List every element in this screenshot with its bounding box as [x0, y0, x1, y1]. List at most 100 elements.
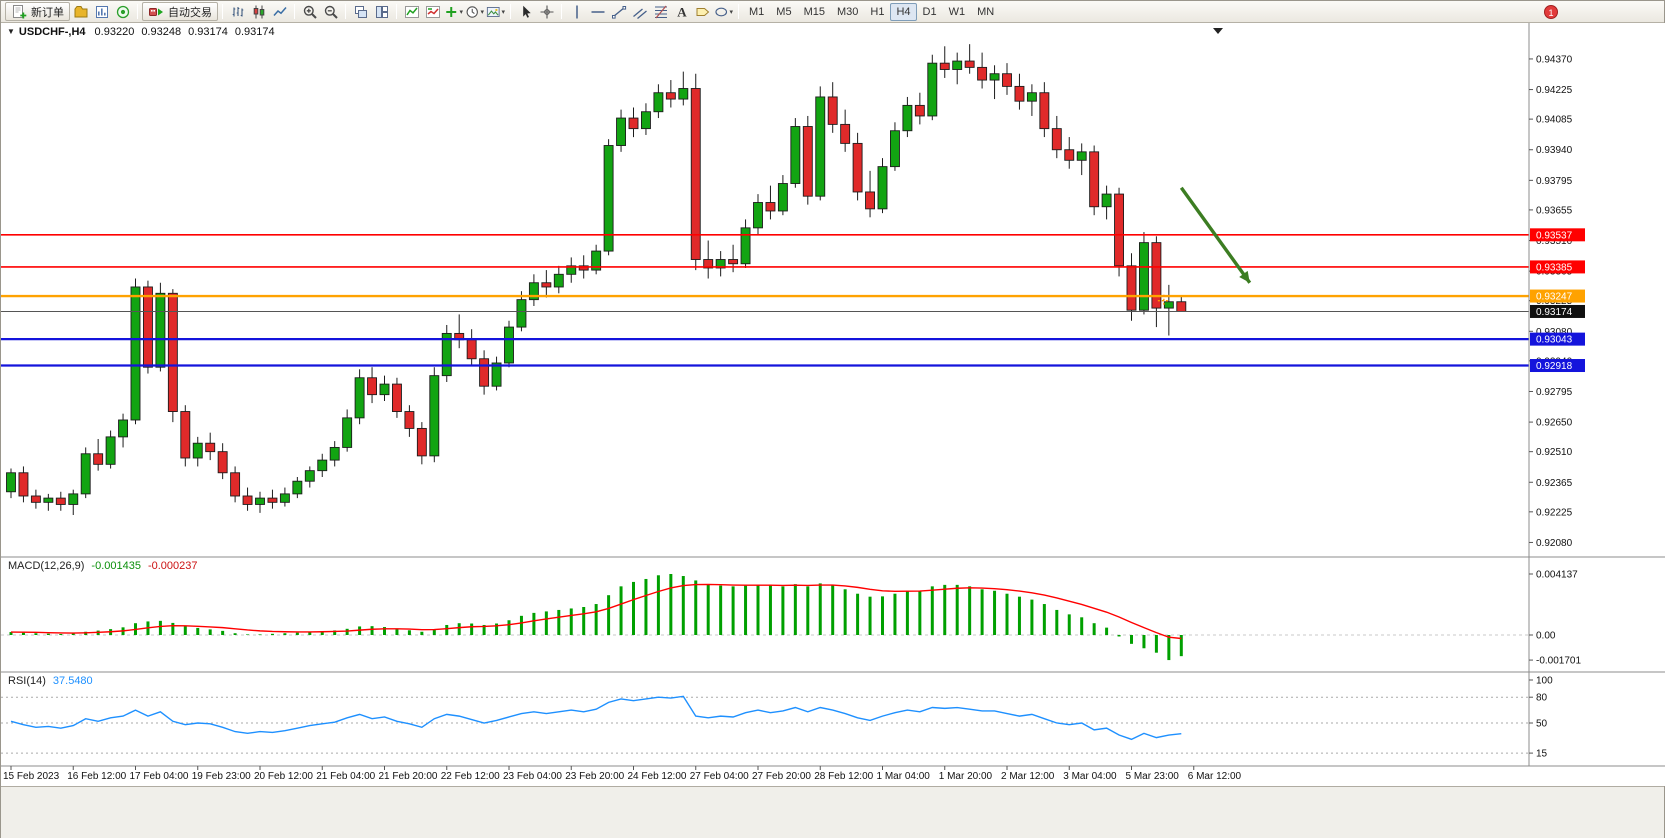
rsi-panel [1, 695, 1529, 754]
svg-text:0.93940: 0.93940 [1536, 145, 1573, 156]
macd-main-value: -0.001435 [91, 560, 141, 572]
quick-trade-arrow-icon[interactable]: ▼ [7, 27, 15, 36]
toolbar-separator [396, 4, 397, 19]
svg-text:27 Feb 20:00: 27 Feb 20:00 [752, 771, 811, 782]
text-tool-button[interactable]: A [671, 2, 692, 21]
svg-text:21 Feb 04:00: 21 Feb 04:00 [316, 771, 375, 782]
timeframe-h1[interactable]: H1 [864, 3, 890, 21]
horizontal-line-icon [591, 10, 604, 13]
autotrading-robot-icon [149, 7, 163, 16]
chart-line-button[interactable] [269, 2, 290, 21]
svg-text:15 Feb 2023: 15 Feb 2023 [3, 771, 60, 782]
chart-bars-button[interactable] [227, 2, 248, 21]
ohlc-low: 0.93174 [188, 26, 228, 38]
macd-name: MACD(12,26,9) [8, 560, 85, 572]
trendline-button[interactable] [608, 2, 629, 21]
indicator-list-button[interactable] [422, 2, 443, 21]
indicators-button[interactable] [401, 2, 422, 21]
vertical-line-button[interactable] [566, 2, 587, 21]
svg-text:0.93510: 0.93510 [1536, 236, 1573, 247]
charts-window-button[interactable] [91, 2, 112, 21]
svg-text:0.93385: 0.93385 [1536, 262, 1573, 273]
svg-text:2 Mar 12:00: 2 Mar 12:00 [1001, 771, 1055, 782]
cascade-windows-icon [354, 5, 367, 18]
tile-windows-button[interactable] [371, 2, 392, 21]
chart-shift-marker[interactable] [1213, 28, 1223, 34]
toolbar: 新订单 自动交易 [1, 1, 1664, 23]
new-order-button[interactable]: 新订单 [5, 2, 70, 21]
window-background [1, 786, 1664, 838]
rsi-name: RSI(14) [8, 675, 46, 687]
channel-icon [632, 8, 647, 19]
timeframe-m30[interactable]: M30 [831, 3, 864, 21]
trend-arrow-head [1239, 270, 1250, 283]
svg-text:16 Feb 12:00: 16 Feb 12:00 [67, 771, 126, 782]
trend-arrow[interactable] [1179, 186, 1252, 284]
svg-text:A: A [677, 4, 687, 19]
notification-badge[interactable]: 1 [1544, 5, 1558, 19]
profiles-button[interactable] [70, 2, 91, 21]
timeframe-mn[interactable]: MN [971, 3, 1000, 21]
svg-text:0.92650: 0.92650 [1536, 418, 1573, 429]
svg-text:24 Feb 12:00: 24 Feb 12:00 [628, 771, 687, 782]
trendline-icon [611, 5, 626, 19]
dropdown-caret-icon: ▾ [459, 8, 463, 16]
tile-windows-icon [375, 5, 388, 18]
timeframe-m1[interactable]: M1 [743, 3, 770, 21]
svg-text:80: 80 [1536, 693, 1548, 704]
chart-canvas[interactable]: 0.94370 0.94225 0.94085 0.93940 0.93795 0.936… [1, 23, 1665, 786]
horizontal-line-button[interactable] [587, 2, 608, 21]
svg-text:0.92918: 0.92918 [1536, 361, 1573, 372]
crosshair-button[interactable] [536, 2, 557, 21]
zoom-out-button[interactable] [320, 2, 341, 21]
autotrading-button[interactable]: 自动交易 [142, 2, 218, 21]
timeframe-d1[interactable]: D1 [917, 3, 943, 21]
svg-text:20 Feb 12:00: 20 Feb 12:00 [254, 771, 313, 782]
price-tags: 0.93537 0.93385 0.93247 0.93043 0.92918 0.931… [1530, 228, 1585, 373]
rsi-value: 37.5480 [52, 675, 93, 687]
templates-button[interactable]: ▾ [485, 2, 506, 21]
channel-button[interactable] [629, 2, 650, 21]
label-tool-button[interactable] [692, 2, 713, 21]
dropdown-caret-icon: ▾ [501, 8, 505, 16]
zoom-in-button[interactable] [299, 2, 320, 21]
svg-text:22 Feb 12:00: 22 Feb 12:00 [441, 771, 500, 782]
svg-text:1 Mar 20:00: 1 Mar 20:00 [939, 771, 993, 782]
macd-panel [1, 573, 1529, 661]
svg-text:3 Mar 04:00: 3 Mar 04:00 [1063, 771, 1117, 782]
svg-text:6 Mar 12:00: 6 Mar 12:00 [1188, 771, 1242, 782]
svg-text:5 Mar 23:00: 5 Mar 23:00 [1126, 771, 1180, 782]
fibonacci-icon [654, 5, 667, 18]
chart-title: ▼ USDCHF-,H4 0.93220 0.93248 0.93174 0.93174 [7, 26, 282, 38]
chart-candles-button[interactable] [248, 2, 269, 21]
periods-button[interactable]: ▾ [464, 2, 485, 21]
cascade-windows-button[interactable] [350, 2, 371, 21]
alerts-button[interactable] [112, 2, 133, 21]
svg-text:0.93043: 0.93043 [1536, 335, 1573, 346]
svg-text:0.92510: 0.92510 [1536, 447, 1573, 458]
ellipse-shape-icon [715, 7, 728, 16]
profiles-folder-icon [74, 5, 87, 17]
shapes-button[interactable]: ▾ [713, 2, 734, 21]
svg-text:21 Feb 20:00: 21 Feb 20:00 [379, 771, 438, 782]
add-indicator-button[interactable]: ▾ [443, 2, 464, 21]
svg-text:23 Feb 04:00: 23 Feb 04:00 [503, 771, 562, 782]
timeframe-m5[interactable]: M5 [770, 3, 797, 21]
toolbar-separator [222, 4, 223, 19]
price-scale[interactable]: 0.94370 0.94225 0.94085 0.93940 0.93795 0.936… [1529, 54, 1581, 760]
cursor-button[interactable] [515, 2, 536, 21]
svg-text:100: 100 [1536, 676, 1553, 687]
timeframe-w1[interactable]: W1 [943, 3, 972, 21]
svg-text:0.94370: 0.94370 [1536, 54, 1573, 65]
time-scale[interactable]: 15 Feb 2023 16 Feb 12:00 17 Feb 04:00 19 Fe… [3, 766, 1242, 782]
fibonacci-button[interactable] [650, 2, 671, 21]
label-tag-icon [696, 7, 709, 16]
macd-label: MACD(12,26,9) -0.001435 -0.000237 [8, 560, 198, 572]
timeframe-h4[interactable]: H4 [890, 2, 917, 21]
dropdown-caret-icon: ▾ [729, 8, 733, 16]
svg-text:0.93174: 0.93174 [1536, 307, 1573, 318]
ohlc-high: 0.93248 [141, 26, 182, 38]
timeframe-m15[interactable]: M15 [798, 3, 831, 21]
horizontal-lines[interactable] [1, 234, 1529, 367]
zoom-in-icon [303, 5, 317, 19]
